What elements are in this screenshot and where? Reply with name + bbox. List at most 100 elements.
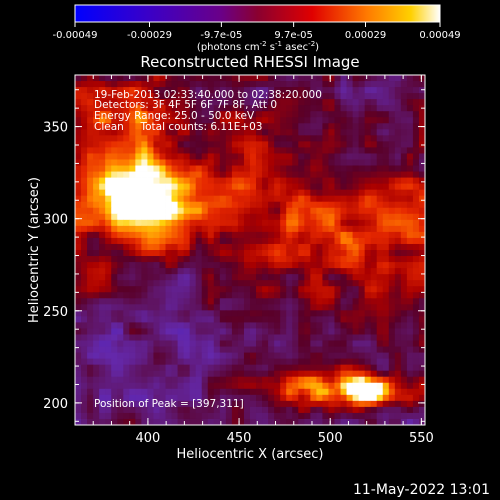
heatmap-cell <box>364 316 372 323</box>
heatmap-cell <box>93 237 100 245</box>
heatmap-cell <box>418 316 425 323</box>
heatmap-cell <box>213 135 221 142</box>
heatmap-cell <box>370 147 378 154</box>
heatmap-cell <box>195 225 203 233</box>
heatmap-cell <box>183 358 191 366</box>
heatmap-cell <box>412 388 420 396</box>
heatmap-cell <box>111 93 118 100</box>
heatmap-cell <box>364 129 372 136</box>
heatmap-cell <box>286 159 293 166</box>
heatmap-cell <box>201 376 209 384</box>
heatmap-cell <box>412 171 420 178</box>
heatmap-cell <box>262 262 269 269</box>
heatmap-cell <box>292 316 299 323</box>
heatmap-cell <box>75 346 82 353</box>
heatmap-cell <box>129 237 136 245</box>
heatmap-cell <box>135 382 142 390</box>
heatmap-cell <box>165 75 172 82</box>
heatmap-cell <box>274 418 281 425</box>
heatmap-cell <box>370 99 378 106</box>
heatmap-cell <box>256 292 263 299</box>
heatmap-cell <box>298 292 305 299</box>
heatmap-cell <box>201 177 209 185</box>
heatmap-cell <box>352 141 360 148</box>
heatmap-cell <box>99 364 106 372</box>
heatmap-cell <box>165 105 172 112</box>
heatmap-cell <box>135 304 142 311</box>
heatmap-cell <box>274 123 281 130</box>
heatmap-cell <box>286 201 293 209</box>
heatmap-cell <box>310 394 317 402</box>
heatmap-cell <box>316 298 323 305</box>
heatmap-cell <box>412 358 420 366</box>
heatmap-cell <box>376 328 384 335</box>
heatmap-cell <box>400 123 408 130</box>
heatmap-cell <box>286 394 293 402</box>
heatmap-cell <box>286 400 293 408</box>
heatmap-cell <box>394 177 402 185</box>
heatmap-cell <box>207 123 215 130</box>
heatmap-cell <box>346 298 353 305</box>
heatmap-cell <box>153 262 160 269</box>
plot-frame <box>74 74 426 426</box>
heatmap-cell <box>201 418 209 425</box>
heatmap-cell <box>105 195 112 203</box>
heatmap-cell <box>231 129 239 136</box>
heatmap-cell <box>219 159 227 166</box>
heatmap-cell <box>364 153 372 160</box>
heatmap-cell <box>274 93 281 100</box>
heatmap-cell <box>147 231 154 239</box>
heatmap-cell <box>334 177 341 185</box>
heatmap-cell <box>292 340 299 347</box>
heatmap-cell <box>183 201 191 209</box>
heatmap-cell <box>141 340 148 347</box>
heatmap-cell <box>382 286 390 293</box>
heatmap-cell <box>340 250 347 257</box>
heatmap-cell <box>250 268 257 275</box>
heatmap-cell <box>406 219 414 227</box>
heatmap-cell <box>364 412 372 420</box>
heatmap-cell <box>394 412 402 420</box>
heatmap-cell <box>135 376 142 384</box>
heatmap-cell <box>207 141 215 148</box>
heatmap-cell <box>394 334 402 341</box>
heatmap-cell <box>99 382 106 390</box>
heatmap-cell <box>81 177 88 185</box>
heatmap-cell <box>171 81 178 88</box>
heatmap-cell <box>256 195 263 203</box>
heatmap-cell <box>322 135 329 142</box>
heatmap-cell <box>364 219 372 227</box>
heatmap-cell <box>406 250 414 257</box>
heatmap-cell <box>364 346 372 353</box>
heatmap-cell <box>171 135 178 142</box>
heatmap-cell <box>153 177 160 185</box>
heatmap-cell <box>256 105 263 112</box>
heatmap-cell <box>376 256 384 263</box>
heatmap-cell <box>219 346 227 353</box>
heatmap-cell <box>388 286 396 293</box>
heatmap-cell <box>370 105 378 112</box>
heatmap-cell <box>75 219 82 227</box>
heatmap-cell <box>189 346 197 353</box>
heatmap-cell <box>310 213 317 221</box>
heatmap-cell <box>352 268 360 275</box>
heatmap-cell <box>213 201 221 209</box>
heatmap-cell <box>177 388 185 396</box>
heatmap-cell <box>99 195 106 203</box>
heatmap-cell <box>141 141 148 148</box>
heatmap-cell <box>394 195 402 203</box>
heatmap-cell <box>286 207 293 215</box>
heatmap-cell <box>219 171 227 178</box>
heatmap-cell <box>165 316 172 323</box>
heatmap-cell <box>316 201 323 209</box>
heatmap-cell <box>243 171 251 178</box>
heatmap-cell <box>219 304 227 311</box>
heatmap-cell <box>310 286 317 293</box>
heatmap-cell <box>237 316 245 323</box>
heatmap-cell <box>81 171 88 178</box>
heatmap-cell <box>340 382 347 390</box>
heatmap-cell <box>201 237 209 245</box>
heatmap-cell <box>250 316 257 323</box>
heatmap-cell <box>256 370 263 378</box>
heatmap-cell <box>286 111 293 118</box>
